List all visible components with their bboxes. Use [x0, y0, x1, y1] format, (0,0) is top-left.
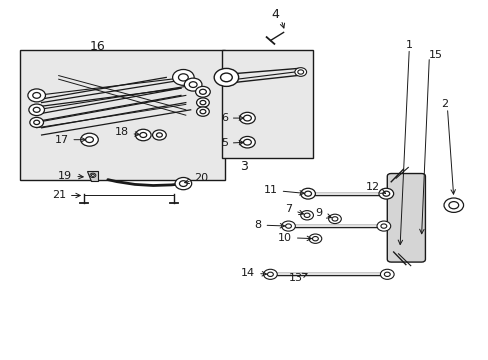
Text: 8: 8 — [254, 220, 284, 230]
Bar — [20, 50, 224, 180]
Circle shape — [28, 89, 45, 102]
Text: 2: 2 — [441, 99, 447, 109]
Text: 6: 6 — [221, 113, 243, 123]
Circle shape — [376, 221, 390, 231]
Text: 18: 18 — [114, 127, 139, 138]
Text: 1: 1 — [405, 40, 412, 50]
Text: 15: 15 — [427, 50, 442, 60]
Text: 3: 3 — [240, 160, 248, 173]
Text: 14: 14 — [241, 268, 266, 278]
Text: 17: 17 — [54, 135, 85, 145]
Text: 10: 10 — [277, 233, 311, 243]
Circle shape — [239, 136, 255, 148]
Circle shape — [152, 130, 166, 140]
Text: 20: 20 — [184, 173, 208, 184]
Circle shape — [443, 198, 463, 212]
Text: 16: 16 — [90, 40, 105, 53]
Text: 13: 13 — [288, 273, 306, 283]
Circle shape — [294, 68, 306, 76]
Circle shape — [378, 188, 393, 199]
Circle shape — [263, 269, 277, 279]
Circle shape — [281, 221, 295, 231]
Circle shape — [300, 188, 315, 199]
Text: 9: 9 — [315, 208, 331, 218]
Circle shape — [380, 269, 393, 279]
Text: 11: 11 — [263, 185, 304, 195]
Text: 19: 19 — [58, 171, 83, 181]
Circle shape — [135, 129, 151, 141]
Bar — [222, 50, 312, 158]
Text: 12: 12 — [365, 182, 385, 193]
Text: 7: 7 — [285, 204, 303, 215]
Circle shape — [29, 104, 44, 116]
FancyBboxPatch shape — [386, 174, 425, 262]
Text: 5: 5 — [221, 138, 243, 148]
Circle shape — [30, 117, 43, 127]
Circle shape — [196, 107, 209, 116]
Polygon shape — [87, 171, 98, 181]
Text: 4: 4 — [271, 8, 279, 21]
Circle shape — [308, 234, 321, 243]
Circle shape — [239, 112, 255, 124]
Circle shape — [328, 214, 341, 224]
Circle shape — [90, 173, 96, 177]
Circle shape — [175, 177, 191, 190]
Circle shape — [300, 211, 313, 220]
Circle shape — [81, 133, 98, 146]
Circle shape — [184, 78, 202, 91]
Circle shape — [196, 98, 209, 107]
Circle shape — [195, 86, 210, 97]
Text: 21: 21 — [52, 190, 80, 201]
Circle shape — [214, 68, 238, 86]
Circle shape — [172, 69, 194, 85]
